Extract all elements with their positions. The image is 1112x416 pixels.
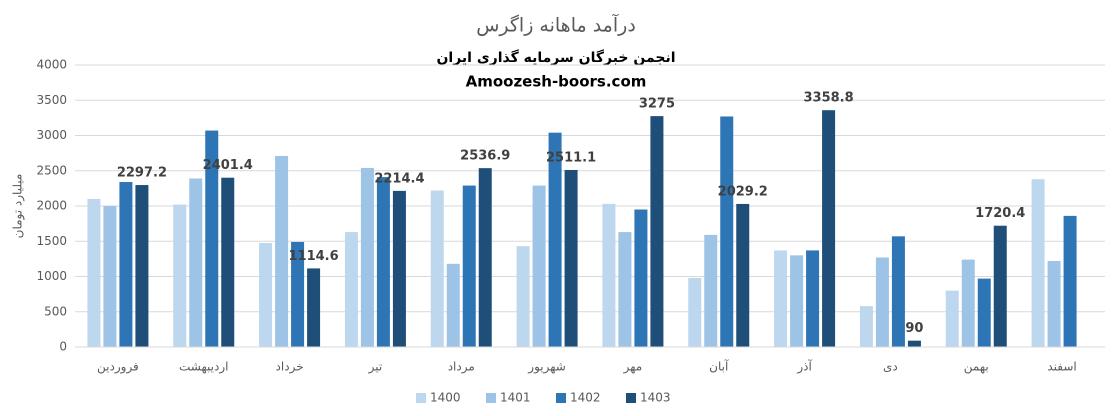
bar [945,290,959,347]
bar [205,130,219,347]
bar [360,167,374,347]
bar [462,185,476,347]
bar [907,340,921,347]
x-tick-label: خرداد [276,360,304,375]
bar [135,185,149,347]
bar [532,185,546,347]
bar [961,259,975,347]
data-label: 2536.9 [460,149,510,164]
bar [259,243,273,347]
bar [119,182,133,347]
data-label: 2511.1 [546,150,596,165]
bar [173,204,187,347]
y-tick-label: 500 [44,304,67,318]
x-tick-label: شهریور [527,360,566,375]
y-tick-label: 3500 [36,93,67,107]
legend-swatch [486,393,496,403]
data-label: 90 [905,321,923,336]
bar [221,177,235,347]
data-label: 1114.6 [288,249,338,264]
legend-swatch [626,393,636,403]
bar [548,132,562,347]
bar [189,178,203,347]
bar [688,277,702,347]
bar [516,246,530,347]
data-label: 3275 [639,97,675,112]
bar [736,203,750,347]
bar [875,257,889,347]
bar [564,169,578,347]
bar [790,255,804,347]
legend-label: 1401 [500,391,531,405]
bar [618,232,632,347]
data-label: 3358.8 [803,91,853,106]
data-label: 2297.2 [117,166,167,181]
y-tick-label: 0 [59,340,67,354]
x-tick-label: دی [883,360,898,374]
x-tick-label: فروردین [97,360,139,375]
bar [344,232,358,347]
bar [774,250,788,347]
x-tick-label: بهمن [964,360,989,375]
chart-subtitle: Amoozesh-boors.com [466,73,647,91]
bar [103,206,117,347]
bar [376,177,390,347]
bar [307,268,321,347]
y-tick-label: 1500 [36,234,67,248]
bar [291,241,305,347]
bar [859,306,873,347]
data-label: 2401.4 [203,158,253,173]
bar [87,198,101,347]
bar [1047,260,1061,347]
x-tick-label: تیر [368,360,383,375]
legend-label: 1400 [430,391,461,405]
legend-swatch [556,393,566,403]
legend-label: 1402 [570,391,601,405]
bar [993,225,1007,347]
bar [891,236,905,347]
y-tick-label: 4000 [36,58,67,72]
x-tick-label: آبان [709,359,729,374]
y-tick-label: 3000 [36,128,67,142]
bar [806,250,820,347]
x-tick-label: مهر [623,360,643,375]
y-tick-label: 2000 [36,199,67,213]
bar [1063,215,1077,347]
chart-title: درآمد ماهانه زاگرس [476,13,636,37]
bar [822,110,836,348]
x-tick-label: مرداد [448,360,475,375]
bar [1031,179,1045,347]
data-label: 2214.4 [374,171,424,186]
x-tick-label: آذر [796,359,812,375]
bar [704,234,718,347]
bar [650,116,664,347]
bar [602,203,616,347]
bar [478,168,492,347]
bar [977,278,991,347]
data-label: 1720.4 [975,206,1025,221]
x-tick-label: اردیبهشت [179,360,228,375]
y-tick-label: 1000 [36,269,67,283]
data-label: 2029.2 [718,184,768,199]
bar [275,155,289,347]
y-tick-label: 2500 [36,163,67,177]
bar [392,190,406,347]
bar [634,209,648,347]
chart-subtitle: انجمن خبرگان سرمایه گذاری ایران [436,49,675,66]
bar [720,116,734,347]
bar [446,263,460,347]
y-axis-label: میلیارد تومان [11,174,26,239]
bar [430,190,444,347]
legend-label: 1403 [640,391,671,405]
legend-swatch [416,393,426,403]
x-tick-label: اسفند [1047,360,1076,374]
